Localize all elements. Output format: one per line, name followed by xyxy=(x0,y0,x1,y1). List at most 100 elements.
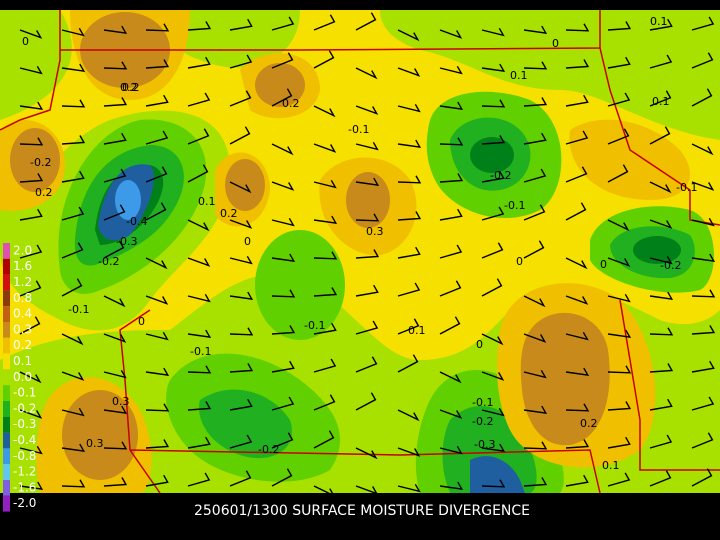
wind-barb xyxy=(355,213,380,222)
wind-barb xyxy=(565,295,589,305)
contour-label: 0.2 xyxy=(580,417,598,430)
wind-barb xyxy=(313,394,336,411)
wind-barb xyxy=(61,371,85,381)
wind-barb xyxy=(103,295,126,308)
contour-label: 0.3 xyxy=(366,225,384,238)
wind-barb xyxy=(523,168,547,183)
wind-barb xyxy=(19,244,43,259)
wind-barb xyxy=(103,441,128,450)
wind-barb xyxy=(439,173,464,183)
wind-barb xyxy=(187,92,211,107)
wind-barb xyxy=(355,105,379,115)
legend-swatch xyxy=(3,306,10,322)
wind-barb xyxy=(61,278,83,297)
legend-label: -1.2 xyxy=(13,465,36,479)
wind-barb xyxy=(439,371,462,384)
wind-barb xyxy=(313,179,337,189)
wind-barb xyxy=(19,65,43,75)
contour-label: -0.2 xyxy=(472,415,493,428)
wind-barb xyxy=(523,97,548,107)
wind-barb xyxy=(397,246,421,259)
wind-barb xyxy=(649,363,674,373)
contour-label: 0.1 xyxy=(652,95,670,108)
contour-label: -0.1 xyxy=(676,181,697,194)
wind-barb xyxy=(187,21,212,31)
wind-barb xyxy=(103,477,128,487)
legend-swatch xyxy=(3,480,10,496)
wind-barb xyxy=(355,284,379,297)
wind-barb xyxy=(439,280,462,297)
wind-barb xyxy=(313,50,335,69)
wind-barb xyxy=(229,434,253,449)
wind-barb xyxy=(103,405,128,414)
wind-barb xyxy=(691,88,713,107)
legend-swatch xyxy=(3,464,10,480)
wind-barb xyxy=(397,282,421,297)
legend-label: 0.2 xyxy=(13,338,32,352)
wind-barb xyxy=(229,219,253,229)
wind-barb xyxy=(691,432,714,449)
legend-label: -0.8 xyxy=(13,449,36,463)
contour-label: 0 xyxy=(600,258,607,271)
wind-barb xyxy=(229,363,254,373)
wind-barb xyxy=(439,208,463,221)
wind-barb xyxy=(397,175,422,184)
wind-barb xyxy=(355,356,378,373)
contour-label: 0.1 xyxy=(198,195,216,208)
wind-barb xyxy=(271,360,295,373)
wind-barb xyxy=(145,202,167,221)
legend-swatch xyxy=(3,385,10,401)
wind-barb xyxy=(145,331,169,341)
legend-label: 2.0 xyxy=(13,243,32,257)
legend-label: 0.8 xyxy=(13,291,32,305)
wind-barb xyxy=(439,316,461,335)
legend-swatch xyxy=(3,353,10,370)
legend-label: 0.3 xyxy=(13,322,32,336)
wind-barb xyxy=(103,168,127,183)
wind-barb xyxy=(439,481,464,490)
contour-label: 0 xyxy=(476,338,483,351)
wind-barb xyxy=(355,447,378,460)
wind-barb xyxy=(523,333,547,343)
wind-barb xyxy=(481,206,505,221)
wind-barb xyxy=(523,132,547,145)
wind-barb xyxy=(355,67,378,80)
wind-barb xyxy=(187,401,212,411)
wind-barb xyxy=(313,215,338,224)
wind-barb xyxy=(313,105,336,118)
wind-barb xyxy=(439,137,464,146)
wind-barb xyxy=(439,65,463,75)
wind-barb xyxy=(691,396,715,411)
wind-barb xyxy=(397,103,421,113)
contour-label: -0.1 xyxy=(472,396,493,409)
wind-barb xyxy=(355,177,380,186)
wind-barb xyxy=(397,139,422,148)
wind-barb xyxy=(523,369,547,379)
legend-label: -2.0 xyxy=(13,496,36,510)
wind-barb xyxy=(481,135,506,145)
legend-swatch xyxy=(3,274,10,291)
wind-barb xyxy=(229,90,252,107)
wind-barb xyxy=(523,405,548,414)
map xyxy=(0,10,720,493)
contour-labels: 0 0.2 0.2 0.1 0 -0.1 0.1 0.2 0.1 0.2 -0.4 -0.3 -0.2 0… xyxy=(22,15,697,472)
wind-barb xyxy=(19,208,43,221)
wind-barb xyxy=(229,255,253,265)
wind-barb xyxy=(649,291,674,300)
wind-barb xyxy=(271,16,295,31)
wind-barb xyxy=(271,396,295,411)
wind-barb xyxy=(103,240,125,259)
contour-label: -0.3 xyxy=(474,438,495,451)
wind-barb xyxy=(481,63,506,72)
legend-swatch xyxy=(3,432,10,449)
wind-barb xyxy=(229,398,253,411)
wind-barb xyxy=(271,88,293,107)
wind-barb xyxy=(19,371,42,384)
legend-swatch xyxy=(3,290,10,307)
wind-barb xyxy=(187,219,210,232)
wind-barb xyxy=(355,485,378,493)
wind-barb xyxy=(271,143,294,156)
contour-label: 0.2 xyxy=(35,186,53,199)
contour-label: 0.1 xyxy=(602,459,620,472)
wind-barb xyxy=(313,322,337,335)
